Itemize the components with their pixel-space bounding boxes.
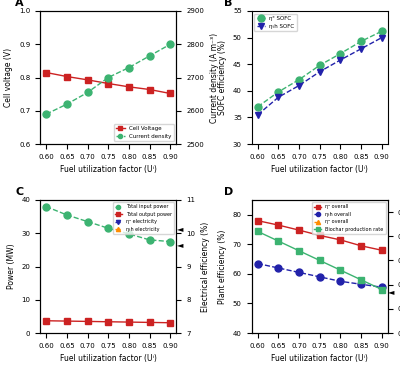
Current density — [106, 75, 111, 80]
Cell Voltage — [126, 85, 131, 89]
ηₜh SOFC — [276, 95, 281, 100]
ηₜh overall — [359, 282, 364, 287]
Line: ηᵉ overall: ηᵉ overall — [254, 217, 385, 254]
Y-axis label: Electrical efficiency (%): Electrical efficiency (%) — [201, 221, 210, 311]
Biochar production rate — [276, 239, 281, 243]
ηᵉ SOFC — [297, 78, 302, 82]
Text: ◄: ◄ — [176, 224, 183, 233]
Total input power — [168, 239, 173, 244]
Line: ηₜh overall: ηₜh overall — [254, 260, 385, 291]
Line: ηₜh electricity: ηₜh electricity — [43, 0, 174, 70]
ηᵉ SOFC — [317, 63, 322, 67]
Biochar production rate — [317, 258, 322, 263]
Total output power — [85, 319, 90, 324]
ηₜh overall — [276, 266, 281, 270]
Line: ηₜh SOFC: ηₜh SOFC — [254, 34, 385, 118]
Legend: Total input power, Total output power, ηᵉ electricity, ηₜh electricity: Total input power, Total output power, η… — [113, 202, 174, 234]
Text: D: D — [224, 187, 234, 197]
Current density — [147, 54, 152, 58]
Total output power — [44, 318, 49, 323]
Legend: ηᵉ SOFC, ηₜh SOFC: ηᵉ SOFC, ηₜh SOFC — [254, 14, 297, 31]
ηₜh overall — [317, 274, 322, 279]
ηₜh overall — [379, 285, 384, 290]
Cell Voltage — [147, 87, 152, 92]
Total input power — [147, 238, 152, 242]
Current density — [85, 90, 90, 95]
ηₜh overall — [297, 270, 302, 274]
Cell Voltage — [106, 81, 111, 86]
Total output power — [126, 320, 131, 324]
Current density — [64, 102, 69, 107]
Text: A: A — [16, 0, 24, 8]
Cell Voltage — [168, 91, 173, 96]
ηₜh SOFC — [297, 83, 302, 88]
ηₜh SOFC — [317, 70, 322, 74]
Biochar production rate — [255, 229, 260, 234]
Line: Biochar production rate: Biochar production rate — [254, 228, 385, 293]
Y-axis label: Cell voltage (V): Cell voltage (V) — [4, 48, 14, 107]
X-axis label: Fuel utilization factor (Uⁱ): Fuel utilization factor (Uⁱ) — [271, 354, 368, 363]
Text: ◄: ◄ — [176, 240, 183, 249]
Cell Voltage — [85, 78, 90, 82]
Current density — [126, 66, 131, 70]
ηᵉ SOFC — [276, 90, 281, 94]
Total input power — [44, 205, 49, 209]
Total output power — [147, 320, 152, 325]
Line: ηᵉ SOFC: ηᵉ SOFC — [254, 28, 385, 110]
ηₜh SOFC — [255, 113, 260, 117]
Cell Voltage — [64, 74, 69, 79]
X-axis label: Fuel utilization factor (Uⁱ): Fuel utilization factor (Uⁱ) — [271, 165, 368, 174]
Y-axis label: Power (MW): Power (MW) — [7, 244, 16, 290]
ηₜh overall — [338, 279, 343, 284]
Total output power — [106, 320, 111, 324]
Line: Total output power: Total output power — [43, 317, 174, 326]
Text: ◄: ◄ — [388, 287, 394, 296]
Cell Voltage — [44, 70, 49, 75]
Total input power — [85, 219, 90, 224]
Line: Total input power: Total input power — [43, 203, 174, 245]
ηₜh SOFC — [379, 36, 384, 40]
Total output power — [168, 321, 173, 325]
Biochar production rate — [338, 268, 343, 272]
Total input power — [64, 213, 69, 217]
Y-axis label: SOFC efficiency (%): SOFC efficiency (%) — [218, 40, 227, 115]
ηᵉ SOFC — [359, 39, 364, 44]
ηₜh SOFC — [338, 58, 343, 62]
ηₜh electricity — [44, 65, 49, 69]
ηᵉ overall — [255, 219, 260, 223]
ηᵉ SOFC — [379, 29, 384, 33]
ηᵉ overall — [338, 238, 343, 242]
Current density — [168, 42, 173, 46]
ηᵉ overall — [276, 223, 281, 227]
X-axis label: Fuel utilization factor (Uⁱ): Fuel utilization factor (Uⁱ) — [60, 354, 157, 363]
Biochar production rate — [359, 278, 364, 282]
Legend: Cell Voltage, Current density: Cell Voltage, Current density — [114, 124, 174, 141]
Biochar production rate — [379, 287, 384, 292]
Y-axis label: Current density (A m⁻³): Current density (A m⁻³) — [210, 33, 219, 123]
X-axis label: Fuel utilization factor (Uⁱ): Fuel utilization factor (Uⁱ) — [60, 165, 157, 174]
Current density — [44, 112, 49, 116]
Total input power — [106, 226, 111, 231]
ηᵉ overall — [317, 233, 322, 238]
ηₜh overall — [255, 261, 260, 266]
ηᵉ SOFC — [338, 51, 343, 56]
ηᵉ overall — [359, 244, 364, 248]
ηᵉ overall — [297, 228, 302, 232]
ηₜh SOFC — [359, 46, 364, 51]
ηᵉ overall — [379, 248, 384, 253]
Biochar production rate — [297, 249, 302, 253]
Legend: ηᵉ overall, ηₜh overall, ηᵉ overall, Biochar production rate: ηᵉ overall, ηₜh overall, ηᵉ overall, Bio… — [312, 202, 386, 234]
Line: Cell Voltage: Cell Voltage — [43, 69, 174, 97]
ηᵉ SOFC — [255, 105, 260, 109]
Y-axis label: Plant efficiency (%): Plant efficiency (%) — [218, 229, 227, 304]
Text: B: B — [224, 0, 233, 8]
Text: C: C — [16, 187, 24, 197]
Total input power — [126, 232, 131, 236]
Line: Current density: Current density — [43, 41, 174, 117]
Total output power — [64, 319, 69, 323]
